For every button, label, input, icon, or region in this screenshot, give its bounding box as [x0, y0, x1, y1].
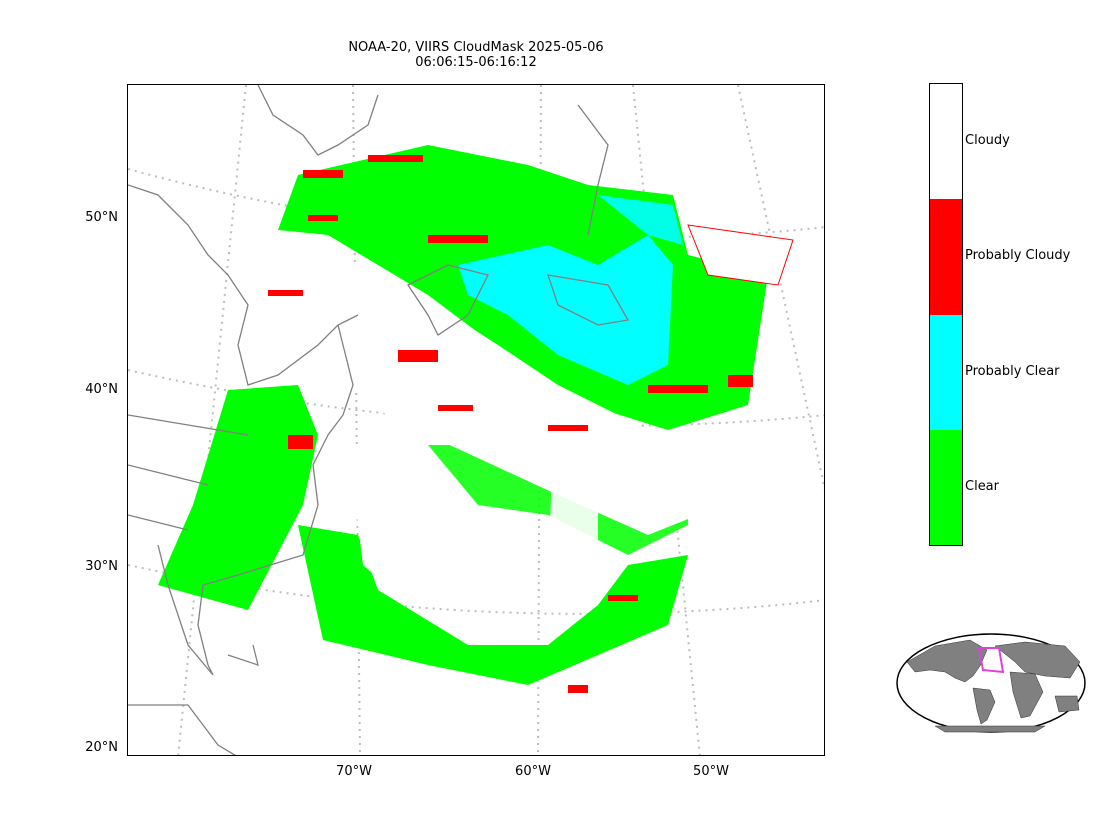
map-panel: [127, 84, 825, 756]
coast-border: [128, 184, 359, 386]
swath-gulf-probably-clear: [458, 235, 673, 385]
pc-patch: [368, 155, 423, 162]
title-line-2: 06:06:15-06:16:12: [415, 55, 537, 70]
pc-patch: [303, 170, 343, 178]
colorbar-clear: [930, 429, 962, 545]
inset-continents: [906, 639, 1081, 733]
swath-ne-probably-clear: [598, 195, 683, 245]
colorbar-label-probably-cloudy: Probably Cloudy: [965, 248, 1071, 263]
colorbar: [929, 83, 963, 546]
swath-cloudy-mid: [548, 455, 598, 565]
colorbar-probably-clear: [930, 314, 962, 430]
coast-newfoundland: [547, 274, 630, 326]
cloudmask-swath: [158, 145, 794, 693]
pc-patch: [548, 425, 588, 431]
coastlines: [128, 85, 630, 755]
title-line-1: NOAA-20, VIIRS CloudMask 2025-05-06: [348, 40, 604, 55]
colorbar-label-probably-clear: Probably Clear: [965, 364, 1060, 379]
inset-swath-box: [977, 647, 1005, 674]
inset-north-america: [906, 639, 988, 683]
pc-patch: [438, 405, 473, 411]
lon-label-50: 50°W: [693, 764, 729, 779]
colorbar-cloudy: [930, 84, 962, 200]
swath-cloudy-band: [278, 235, 748, 535]
inset-svg: [896, 633, 1086, 733]
inset-africa: [1009, 671, 1044, 719]
swath-cloudy-ocean: [348, 445, 428, 605]
pc-patch: [648, 385, 708, 393]
grid-lon-80: [177, 85, 247, 755]
coast-eastus: [157, 324, 354, 676]
swath-coast-clear: [158, 385, 318, 610]
swath-south-clear: [298, 525, 688, 685]
inset-eurasia: [994, 641, 1081, 679]
coast-labrador: [577, 104, 609, 236]
grid-lat-30: [128, 564, 824, 615]
coast-quebec: [257, 85, 379, 156]
inset-australia: [1054, 695, 1080, 713]
pc-patch: [288, 435, 313, 449]
colorbar-probably-cloudy: [930, 199, 962, 315]
lon-label-70: 70°W: [336, 764, 372, 779]
inset-antarctica: [934, 725, 1046, 733]
coast-bahamas: [227, 644, 259, 666]
lat-label-40: 40°N: [85, 382, 118, 397]
coast-nova-scotia: [407, 264, 489, 336]
lon-label-60: 60°W: [515, 764, 551, 779]
state-borders: [128, 414, 249, 531]
pc-patch: [308, 215, 338, 221]
coast-cuba: [128, 704, 236, 755]
map-title: NOAA-20, VIIRS CloudMask 2025-05-06 06:0…: [126, 40, 826, 70]
pc-patch: [428, 235, 488, 243]
map-svg: [128, 85, 824, 755]
swath-east-edge: [687, 224, 794, 286]
inset-south-america: [972, 687, 996, 725]
world-inset-map: [895, 632, 1087, 734]
pc-patch: [268, 290, 303, 296]
lat-label-50: 50°N: [85, 210, 118, 225]
pc-patch: [728, 375, 753, 387]
lat-label-30: 30°N: [85, 559, 118, 574]
colorbar-label-clear: Clear: [965, 479, 999, 494]
grid-lat-40: [128, 369, 824, 427]
colorbar-label-cloudy: Cloudy: [965, 133, 1010, 148]
lat-label-20: 20°N: [85, 740, 118, 755]
pc-patch: [568, 685, 588, 693]
pc-patch: [608, 595, 638, 601]
pc-patch: [398, 350, 438, 362]
